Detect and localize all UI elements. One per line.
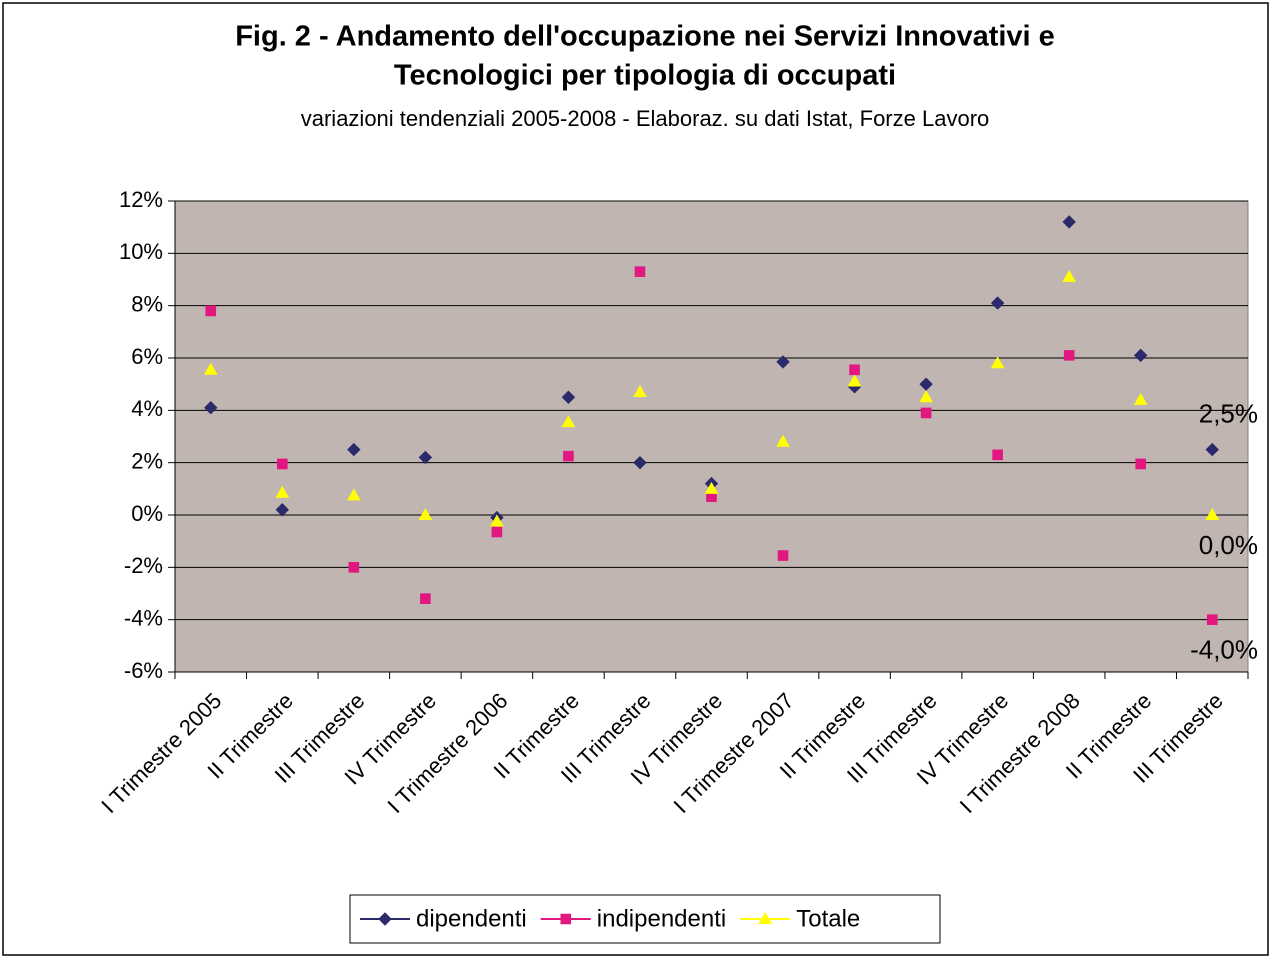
data-label: 0,0%	[1199, 530, 1258, 560]
marker	[563, 450, 574, 462]
data-label: -4,0%	[1190, 635, 1258, 665]
marker	[1205, 442, 1219, 457]
marker	[1206, 614, 1218, 625]
marker	[490, 514, 504, 527]
marker	[992, 449, 1003, 461]
marker	[203, 362, 218, 375]
marker	[633, 455, 647, 470]
marker	[205, 305, 217, 317]
plot-area	[174, 200, 1249, 673]
chart-title: Tecnologici per tipologia di occupati	[394, 60, 896, 92]
marker	[275, 503, 290, 517]
marker	[990, 356, 1005, 369]
marker	[561, 415, 576, 428]
marker	[634, 266, 646, 277]
y-tick-label: 4%	[131, 396, 163, 421]
marker	[990, 296, 1005, 310]
marker	[1062, 269, 1077, 282]
y-tick-label: 2%	[131, 448, 163, 473]
chart-title: Fig. 2 - Andamento dell'occupazione nei …	[235, 21, 1055, 53]
marker	[1205, 507, 1220, 520]
marker	[378, 912, 392, 926]
y-tick-label: 12%	[119, 187, 163, 212]
marker	[204, 401, 218, 415]
marker	[849, 364, 860, 376]
marker	[758, 911, 773, 924]
marker	[847, 374, 862, 387]
data-label: 2,5%	[1199, 398, 1258, 428]
marker	[420, 593, 431, 605]
marker	[1063, 350, 1075, 361]
marker	[348, 562, 360, 573]
legend-label: dipendenti	[416, 905, 527, 932]
marker	[346, 488, 361, 501]
marker	[1133, 392, 1148, 405]
legend-label: indipendenti	[597, 905, 726, 932]
marker	[776, 355, 790, 369]
marker	[777, 550, 789, 561]
y-tick-label: 6%	[131, 344, 163, 369]
marker	[919, 390, 933, 403]
y-tick-label: 8%	[131, 291, 163, 316]
marker	[776, 434, 790, 447]
marker	[347, 442, 361, 457]
y-tick-label: -2%	[124, 553, 163, 578]
marker	[560, 913, 572, 925]
marker	[561, 390, 576, 404]
marker	[418, 507, 433, 520]
marker	[920, 407, 932, 419]
marker	[1135, 458, 1146, 470]
y-tick-label: -4%	[124, 605, 163, 630]
y-tick-label: 0%	[131, 501, 163, 526]
marker	[704, 481, 719, 494]
marker	[633, 385, 647, 398]
marker	[491, 526, 503, 538]
marker	[275, 485, 290, 498]
legend-label: Totale	[796, 905, 860, 932]
marker	[1133, 348, 1148, 363]
y-tick-label: 10%	[119, 239, 163, 264]
chart-subtitle: variazioni tendenziali 2005-2008 - Elabo…	[301, 106, 990, 131]
y-tick-label: -6%	[124, 658, 163, 683]
marker	[418, 450, 433, 465]
legend-box	[349, 894, 941, 944]
marker	[1062, 215, 1076, 229]
marker	[277, 458, 288, 470]
marker	[919, 377, 933, 391]
